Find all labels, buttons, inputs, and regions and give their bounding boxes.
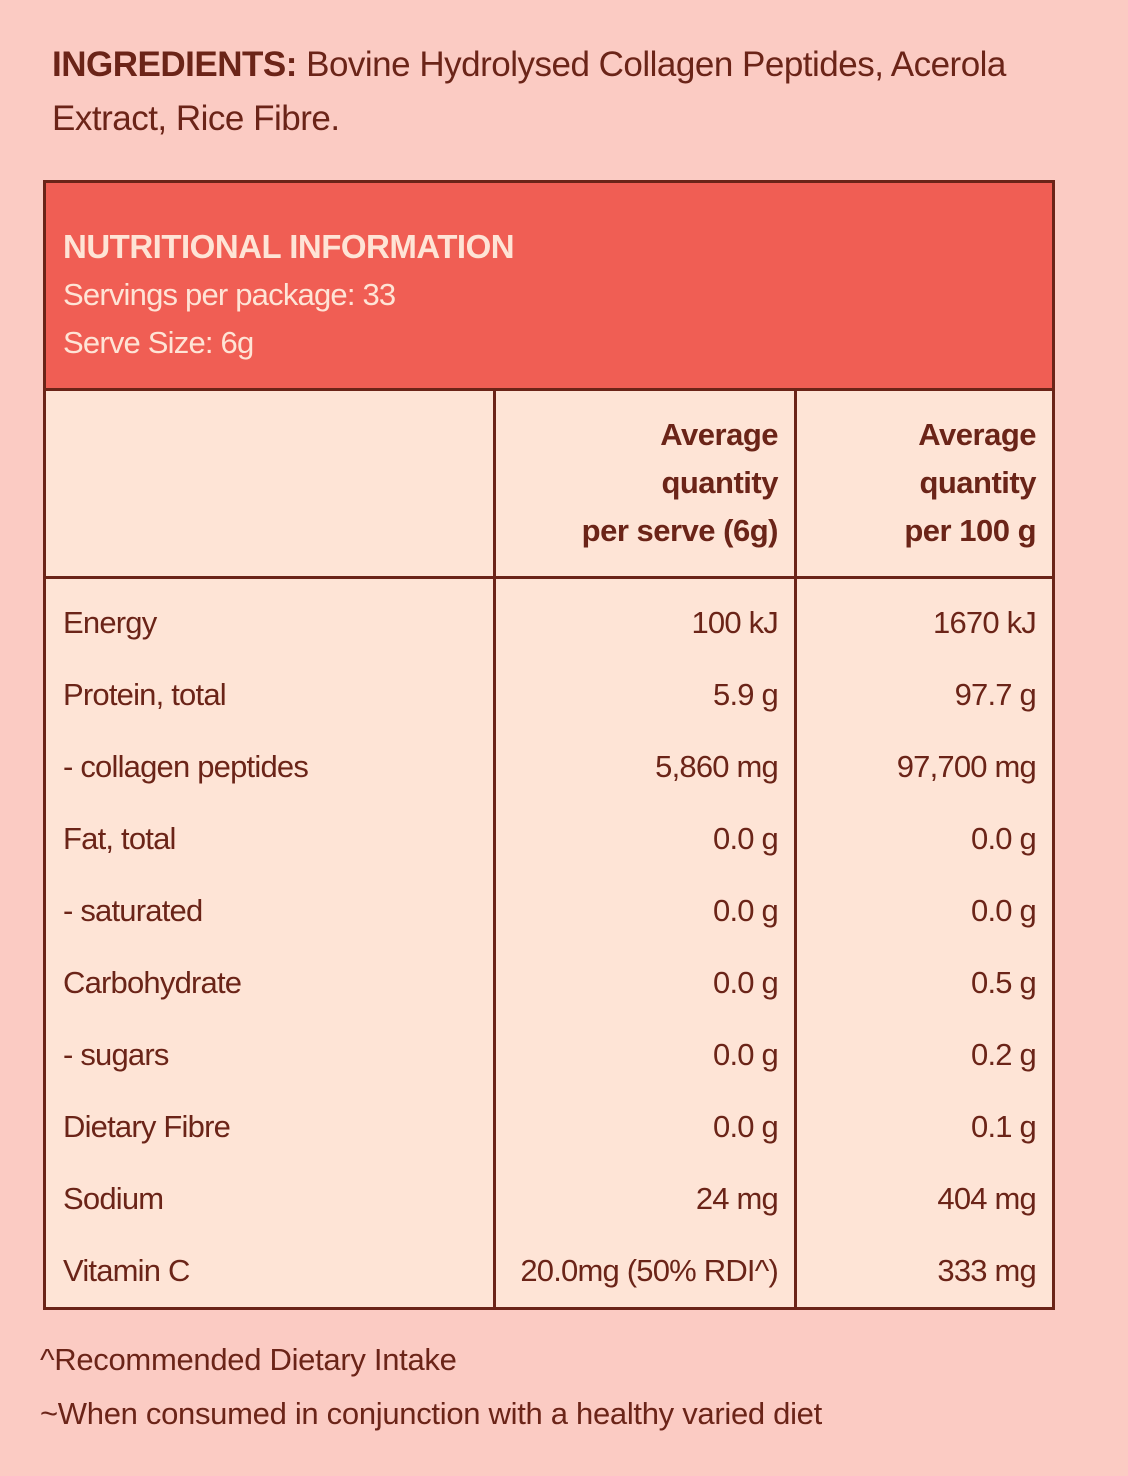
nutrient-name: Sodium	[63, 1181, 164, 1216]
per-100g-value: 97,700 mg	[896, 749, 1037, 784]
per-serve-value: 5.9 g	[493, 659, 797, 731]
nutrient-name: - sugars	[63, 1037, 169, 1072]
nutrition-header: NUTRITIONAL INFORMATION Servings per pac…	[46, 183, 1052, 391]
header-line: quantity	[919, 465, 1036, 500]
per-serve-value: 0.0 g	[493, 803, 797, 875]
serve-size: Serve Size: 6g	[63, 325, 254, 360]
per-100g-value: 404 mg	[937, 1181, 1036, 1216]
servings-per-package: Servings per package: 33	[63, 277, 396, 312]
nutrient-name: - saturated	[63, 893, 203, 928]
nutrient-name: Protein, total	[63, 677, 227, 712]
footnote-rdi: ^Recommended Dietary Intake	[40, 1342, 457, 1377]
per-serve-value: 5,860 mg	[493, 731, 797, 803]
per-serve-value: 24 mg	[493, 1163, 797, 1235]
per-100g-value: 0.0 g	[971, 893, 1037, 928]
per-serve-value: 100 kJ	[493, 579, 797, 659]
ingredients-label: INGREDIENTS:	[52, 45, 297, 84]
nutrition-table: NUTRITIONAL INFORMATION Servings per pac…	[43, 180, 1055, 1310]
header-line: per serve (6g)	[581, 513, 779, 548]
per-100g-value: 333 mg	[937, 1253, 1036, 1288]
per-serve-value: 0.0 g	[493, 875, 797, 947]
per-100g-value: 0.2 g	[971, 1037, 1037, 1072]
nutrient-name: Fat, total	[63, 821, 176, 856]
nutrient-name: Vitamin C	[63, 1253, 190, 1288]
per-100g-value: 97.7 g	[954, 677, 1037, 712]
per-serve-value: 0.0 g	[493, 1091, 797, 1163]
nutrient-name: Dietary Fibre	[63, 1109, 231, 1144]
column-header-per-100g: Average quantity per 100 g	[797, 391, 1052, 579]
ingredients: INGREDIENTS: Bovine Hydrolysed Collagen …	[52, 38, 1052, 146]
header-line: Average	[918, 417, 1036, 452]
per-serve-value: 0.0 g	[493, 1019, 797, 1091]
nutrient-name: - collagen peptides	[63, 749, 309, 784]
header-line: quantity	[661, 465, 778, 500]
nutrient-name: Energy	[63, 605, 157, 640]
nutrient-name: Carbohydrate	[63, 965, 242, 1000]
footnote-diet: ~When consumed in conjunction with a hea…	[40, 1396, 822, 1431]
per-100g-value: 1670 kJ	[933, 605, 1037, 640]
per-100g-value: 0.5 g	[971, 965, 1037, 1000]
per-serve-value: 0.0 g	[493, 947, 797, 1019]
column-header-empty	[46, 391, 493, 579]
column-header-per-serve: Average quantity per serve (6g)	[493, 391, 797, 579]
per-100g-value: 0.1 g	[971, 1109, 1037, 1144]
footnotes: ^Recommended Dietary Intake ~When consum…	[40, 1333, 822, 1441]
per-100g-value: 0.0 g	[971, 821, 1037, 856]
header-line: per 100 g	[904, 513, 1036, 548]
nutrition-grid: Average quantity per serve (6g) Average …	[46, 391, 1052, 1307]
header-line: Average	[660, 417, 778, 452]
ingredients-text: Bovine Hydrolysed Collagen Peptides, Ace…	[52, 45, 1006, 138]
per-serve-value: 20.0mg (50% RDI^)	[493, 1235, 797, 1307]
nutrition-title: NUTRITIONAL INFORMATION	[63, 228, 515, 265]
